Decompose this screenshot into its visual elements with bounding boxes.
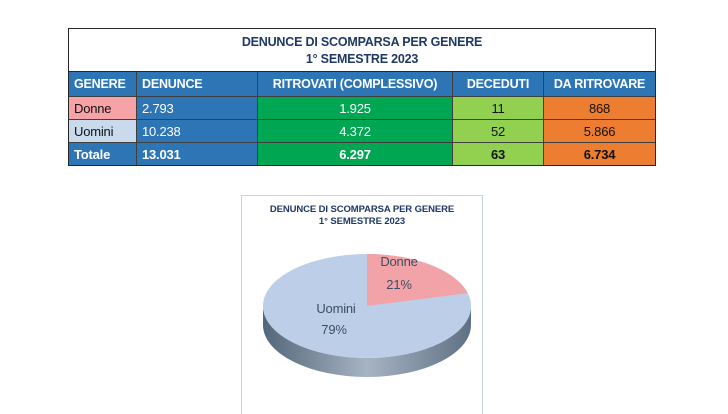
table-cell-deceduti: 52 [453, 120, 543, 142]
column-header-ritrovati: RITROVATI (COMPLESSIVO) [258, 72, 452, 96]
pie-label-donne-pct: 21% [386, 277, 412, 292]
table-cell-denunce: 2.793 [137, 97, 257, 119]
table-cell-genere: Donne [69, 97, 136, 119]
table-title-line2: 1° SEMESTRE 2023 [305, 51, 419, 66]
table-cell-denunce: 13.031 [137, 143, 257, 165]
pie-label-donne: Donne [380, 254, 418, 269]
table-cell-deceduti: 11 [453, 97, 543, 119]
table-cell-ritrovati: 4.372 [258, 120, 452, 142]
pie-label-uomini: Uomini [316, 301, 356, 316]
pie-label-uomini-pct: 79% [321, 322, 347, 337]
table-cell-da-ritrovare: 6.734 [544, 143, 655, 165]
pie-chart-card: DENUNCE DI SCOMPARSA PER GENERE 1° SEMES… [241, 195, 483, 414]
column-header-denunce: DENUNCE [137, 72, 257, 96]
table-cell-da-ritrovare: 5.866 [544, 120, 655, 142]
table-title: DENUNCE DI SCOMPARSA PER GENERE 1° SEMES… [69, 29, 655, 72]
table-cell-da-ritrovare: 868 [544, 97, 655, 119]
table-cell-genere: Totale [69, 143, 136, 165]
table-grid: GENERE DENUNCE RITROVATI (COMPLESSIVO) D… [69, 72, 655, 165]
table-cell-ritrovati: 6.297 [258, 143, 452, 165]
chart-title-line1: DENUNCE DI SCOMPARSA PER GENERE [269, 204, 455, 215]
pie-chart [263, 254, 471, 377]
summary-table: DENUNCE DI SCOMPARSA PER GENERE 1° SEMES… [68, 28, 656, 166]
table-title-line1: DENUNCE DI SCOMPARSA PER GENERE [241, 34, 483, 49]
table-cell-genere: Uomini [69, 120, 136, 142]
table-cell-denunce: 10.238 [137, 120, 257, 142]
column-header-da-ritrovare: DA RITROVARE [544, 72, 655, 96]
column-header-deceduti: DECEDUTI [453, 72, 543, 96]
column-header-genere: GENERE [69, 72, 136, 96]
table-cell-ritrovati: 1.925 [258, 97, 452, 119]
pie-3d-side [263, 306, 471, 377]
pie-slice-donne [367, 254, 468, 306]
table-cell-deceduti: 63 [453, 143, 543, 165]
chart-title: DENUNCE DI SCOMPARSA PER GENERE 1° SEMES… [242, 204, 482, 229]
chart-title-line2: 1° SEMESTRE 2023 [318, 216, 406, 228]
